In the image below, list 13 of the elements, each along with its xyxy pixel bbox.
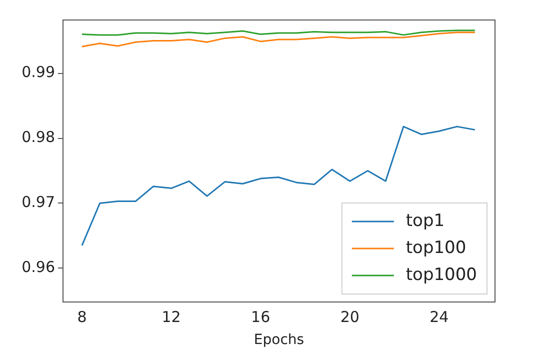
x-tick-label: 24 xyxy=(430,308,449,326)
x-axis-title: Epochs xyxy=(254,332,304,348)
x-tick-label: 20 xyxy=(340,308,360,326)
y-tick-label: 0.98 xyxy=(22,128,55,146)
y-tick-label: 0.97 xyxy=(22,193,55,212)
x-tick-label: 8 xyxy=(77,308,87,326)
x-tick-label: 16 xyxy=(251,308,270,326)
legend-label: top1000 xyxy=(406,264,478,285)
x-tick-label: 12 xyxy=(162,308,181,326)
y-tick-label: 0.96 xyxy=(22,258,55,276)
legend-label: top100 xyxy=(406,238,466,258)
legend-label: top1 xyxy=(406,210,445,231)
y-tick-label: 0.99 xyxy=(22,63,55,82)
